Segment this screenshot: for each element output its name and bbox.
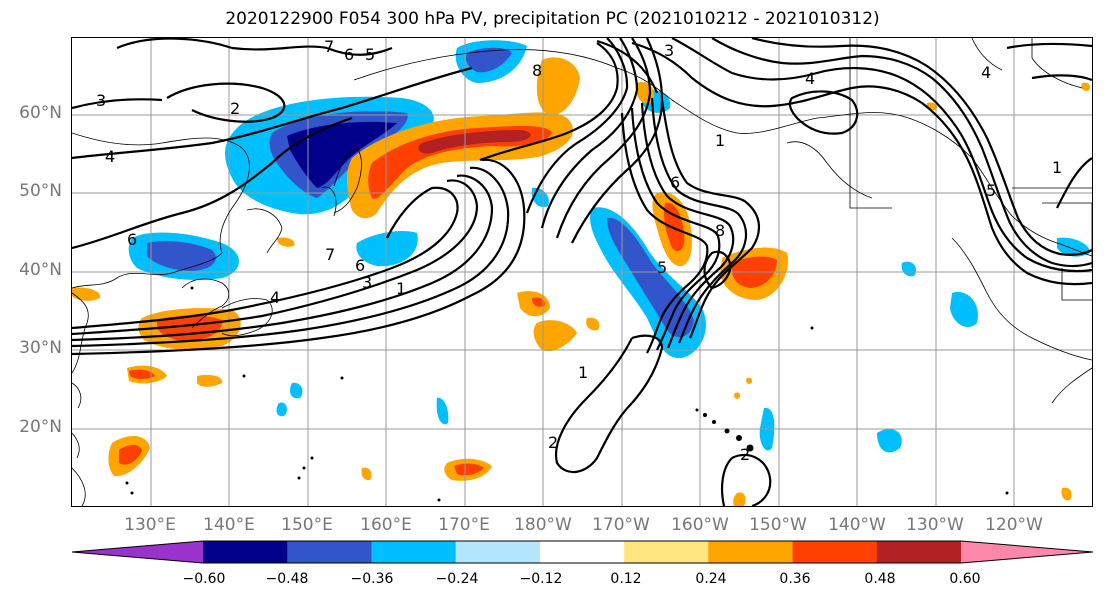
lon-label: 170°E: [438, 515, 490, 535]
colorbar-tick-label: −0.24: [435, 571, 479, 587]
contour-label: 1: [1052, 158, 1062, 177]
colorbar-extend-low: [72, 541, 203, 563]
colorbar-segment: [371, 541, 457, 563]
contour-label: 2: [548, 433, 558, 452]
lat-label-30n: 30°N: [19, 338, 62, 358]
lon-label: 140°W: [828, 515, 886, 535]
contour-label: 8: [532, 61, 542, 80]
colorbar-extend-high: [961, 541, 1093, 563]
contour-label: 2: [230, 99, 240, 118]
lat-label-40n: 40°N: [19, 260, 62, 280]
contour-label: 6: [344, 45, 354, 64]
map-canvas: 7 6 5 3 2 4 6 4 3 1 7 6 3 4 1 8 5 1 2 4 …: [72, 38, 1092, 506]
contour-label: 3: [96, 91, 106, 110]
contour-label: 7: [325, 245, 335, 264]
contour-label: 6: [355, 256, 365, 275]
graticule: [72, 38, 1092, 506]
contour-label: 1: [396, 279, 406, 298]
lon-label: 150°E: [281, 515, 333, 535]
contour-label: 5: [657, 258, 667, 277]
islands: [125, 286, 1009, 502]
contour-label: 4: [105, 147, 115, 166]
contour-label: 3: [362, 273, 372, 292]
colorbar-segment: [287, 541, 372, 563]
contour-label: 1: [715, 131, 725, 150]
lon-label: 130°E: [124, 515, 176, 535]
lon-label: 170°W: [592, 515, 650, 535]
lat-label-20n: 20°N: [19, 417, 62, 437]
contour-label: 4: [270, 288, 280, 307]
colorbar-tick-label: −0.36: [350, 571, 394, 587]
lat-label-50n: 50°N: [19, 181, 62, 201]
lat-label-60n: 60°N: [19, 103, 62, 123]
coastlines: [72, 38, 1092, 506]
contour-labels: 7 6 5 3 2 4 6 4 3 1 7 6 3 4 1 8 5 1 2 4 …: [96, 38, 1062, 464]
colorbar: [71, 540, 1094, 564]
colorbar-segment: [708, 541, 794, 563]
map-panel: 7 6 5 3 2 4 6 4 3 1 7 6 3 4 1 8 5 1 2 4 …: [71, 37, 1093, 507]
colorbar-segment: [792, 541, 878, 563]
colorbar-tick-label: 0.48: [864, 571, 896, 587]
contour-label: 5: [365, 45, 375, 64]
contour-label: 6: [670, 173, 680, 192]
contour-label: 3: [664, 41, 674, 60]
contour-label: 6: [127, 230, 137, 249]
precip-shading: [72, 40, 1090, 506]
pv-contours: [72, 38, 1092, 506]
contour-label: 4: [805, 69, 815, 88]
colorbar-segment: [876, 541, 962, 563]
colorbar-segment: [539, 541, 625, 563]
contour-label: 2: [740, 445, 750, 464]
lon-label: 160°E: [360, 515, 412, 535]
contour-label: 8: [715, 221, 725, 240]
lon-label: 160°W: [671, 515, 729, 535]
contour-label: 7: [324, 38, 334, 56]
lon-label: 140°E: [203, 515, 255, 535]
contour-label: 5: [986, 181, 996, 200]
colorbar-tick-label: 0.12: [610, 571, 642, 587]
lon-label: 150°W: [749, 515, 807, 535]
colorbar-tick-label: 0.60: [949, 571, 981, 587]
contour-label: 1: [578, 363, 588, 382]
lon-label: 180°W: [514, 515, 572, 535]
colorbar-segment: [203, 541, 288, 563]
lon-label: 130°W: [906, 515, 964, 535]
map-title: 2020122900 F054 300 hPa PV, precipitatio…: [225, 9, 880, 29]
colorbar-tick-label: −0.60: [182, 571, 226, 587]
colorbar-tick-label: 0.24: [695, 571, 727, 587]
colorbar-tick-label: 0.36: [779, 571, 811, 587]
colorbar-segment: [624, 541, 709, 563]
colorbar-segment: [455, 541, 541, 563]
lon-label: 120°W: [985, 515, 1043, 535]
colorbar-tick-label: −0.48: [265, 571, 309, 587]
colorbar-tick-label: −0.12: [519, 571, 563, 587]
colorbar-outline: [71, 540, 1094, 564]
contour-label: 4: [981, 63, 991, 82]
